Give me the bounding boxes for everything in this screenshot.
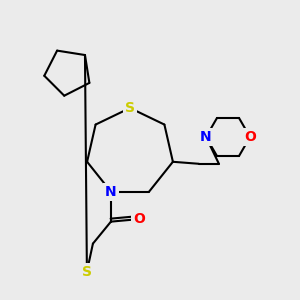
Text: O: O: [244, 130, 256, 144]
Text: N: N: [105, 184, 117, 199]
Text: S: S: [82, 265, 92, 279]
Text: O: O: [133, 212, 145, 226]
Text: N: N: [200, 130, 212, 144]
Text: S: S: [125, 101, 135, 115]
